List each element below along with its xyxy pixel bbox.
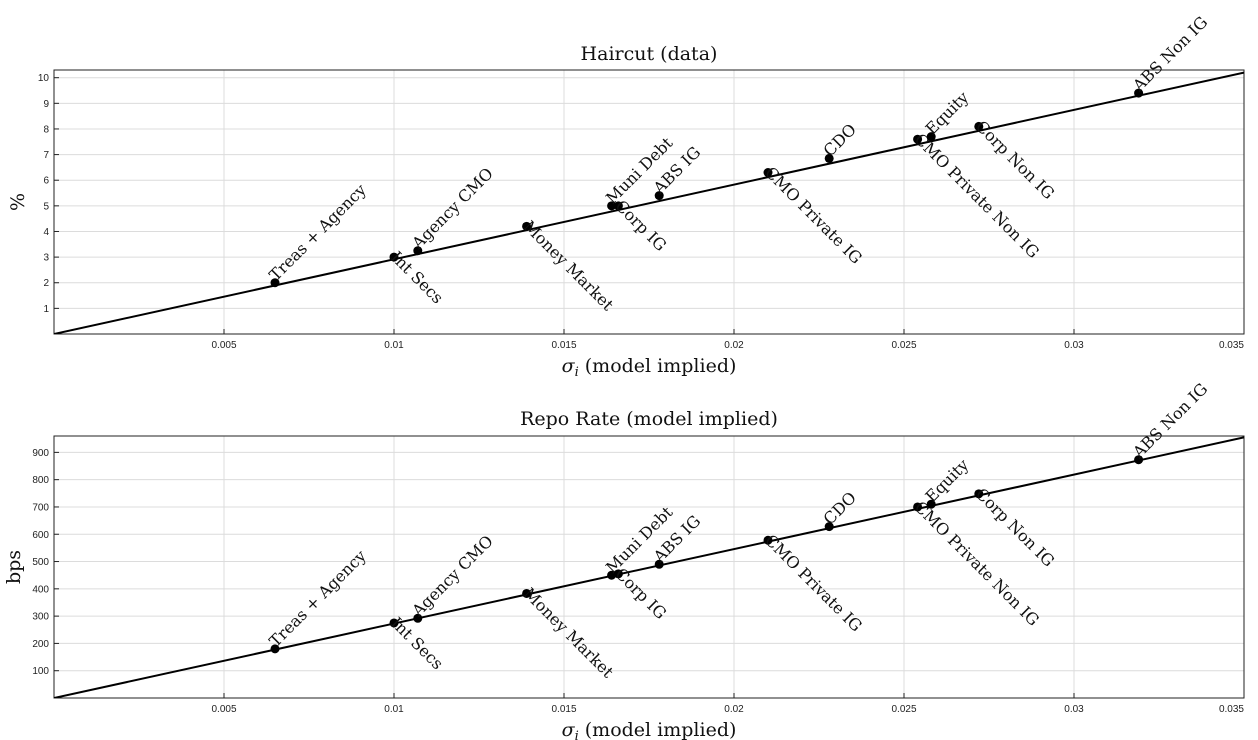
haircut-panel: 0.005 0.01 0.015 0.02 0.025 0.03 0.035 1 2 3 4 5 6 7 8… <box>7 13 1245 380</box>
data-point <box>613 201 623 211</box>
x-axis-label-rest: (model implied) <box>579 719 737 740</box>
x-tick-label: 0.03 <box>1064 704 1084 715</box>
x-tick-label: 0.005 <box>211 340 236 351</box>
data-point <box>763 535 773 545</box>
y-tick-label: 3 <box>43 253 49 264</box>
chart-title: Repo Rate (model implied) <box>520 408 778 430</box>
y-tick-label: 5 <box>43 201 49 212</box>
x-axis-label-var: σ <box>562 719 576 740</box>
data-point <box>974 489 984 499</box>
data-point <box>763 168 773 178</box>
x-tick-label: 0.025 <box>891 704 916 715</box>
x-axis-label: σi (model implied) <box>562 355 737 380</box>
data-point <box>824 153 834 163</box>
point-label: Int Secs <box>387 248 447 308</box>
x-axis-label: σi (model implied) <box>562 719 737 740</box>
y-tick-label: 800 <box>32 475 49 486</box>
point-label: CMO Private Non IG <box>911 130 1043 262</box>
point-label: CMO Private IG <box>761 163 866 268</box>
data-point <box>389 252 399 262</box>
point-label: Agency CMO <box>407 531 496 620</box>
y-tick-label: 700 <box>32 502 49 513</box>
y-tick-label: 4 <box>43 227 49 238</box>
data-point <box>824 522 834 532</box>
chart-title: Haircut (data) <box>581 43 718 65</box>
point-label: Equity <box>922 88 973 139</box>
x-axis-label-rest: (model implied) <box>579 355 737 377</box>
x-tick-label: 0.035 <box>1219 704 1244 715</box>
y-tick-label: 300 <box>32 612 49 623</box>
x-tick-label: 0.015 <box>551 340 576 351</box>
plot-frame <box>53 435 1245 699</box>
data-point <box>522 588 532 598</box>
point-label: Money Market <box>520 584 618 682</box>
x-tick-label: 0.02 <box>724 340 744 351</box>
data-point <box>654 191 664 201</box>
x-tick-label: 0.025 <box>891 340 916 351</box>
x-tick-label: 0.03 <box>1064 340 1084 351</box>
point-label: Corp IG <box>612 564 671 623</box>
y-tick-label: 500 <box>32 557 49 568</box>
y-tick-label: 10 <box>38 73 50 84</box>
y-tick-label: 400 <box>32 584 49 595</box>
x-tick-label: 0.01 <box>384 340 404 351</box>
x-tick-label: 0.015 <box>551 704 576 715</box>
data-point <box>413 246 423 256</box>
fit-line <box>54 436 1244 698</box>
plot-frame <box>53 69 1245 335</box>
y-tick-label: 200 <box>32 639 49 650</box>
x-tick-label: 0.005 <box>211 704 236 715</box>
x-axis-label-sub: i <box>575 729 579 740</box>
data-point <box>654 559 664 569</box>
y-tick-label: 6 <box>43 176 49 187</box>
gridlines <box>54 436 1245 698</box>
y-tick-label: 1 <box>43 304 49 315</box>
data-point <box>913 134 923 144</box>
y-axis-label: bps <box>3 550 25 584</box>
data-point <box>270 644 280 654</box>
data-point <box>1134 88 1144 98</box>
data-point <box>389 618 399 628</box>
data-point <box>926 132 936 142</box>
data-point <box>926 499 936 509</box>
data-point <box>270 278 280 288</box>
y-tick-label: 8 <box>43 124 49 135</box>
x-axis-label-var: σ <box>562 355 576 377</box>
data-point <box>522 221 532 231</box>
y-tick-label: 9 <box>43 99 49 110</box>
x-tick-label: 0.01 <box>384 704 404 715</box>
fit-line <box>54 71 1244 334</box>
data-point <box>1134 455 1144 465</box>
x-tick-label: 0.035 <box>1219 340 1244 351</box>
data-point <box>413 613 423 623</box>
data-point <box>613 569 623 579</box>
gridlines <box>54 70 1245 334</box>
y-tick-label: 7 <box>43 150 49 161</box>
data-point <box>607 570 617 580</box>
point-label: CMO Private Non IG <box>911 497 1043 629</box>
x-axis-label-sub: i <box>575 365 579 380</box>
y-axis-label: % <box>7 193 29 211</box>
data-point <box>974 121 984 131</box>
point-label: CMO Private IG <box>761 531 866 636</box>
y-tick-label: 900 <box>32 448 49 459</box>
point-label: ABS Non IG <box>1128 379 1211 462</box>
repo-rate-panel: 0.005 0.01 0.015 0.02 0.025 0.03 0.035 100 200 30… <box>3 379 1245 740</box>
y-tick-label: 100 <box>32 666 49 677</box>
data-point <box>913 502 923 512</box>
data-point <box>607 201 617 211</box>
y-tick-label: 2 <box>43 278 49 289</box>
x-tick-label: 0.02 <box>724 704 744 715</box>
y-tick-label: 600 <box>32 530 49 541</box>
